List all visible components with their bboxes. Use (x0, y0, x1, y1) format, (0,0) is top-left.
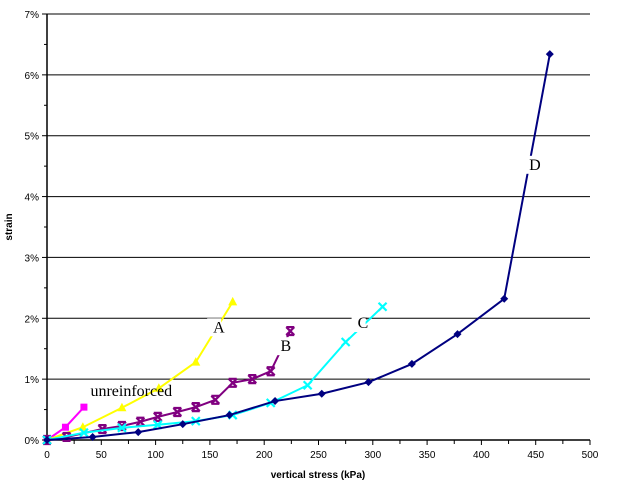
x-tick-label: 50 (96, 450, 108, 461)
data-point (61, 423, 69, 431)
y-tick-label: 7% (25, 10, 40, 21)
data-point (545, 50, 554, 59)
data-point (43, 436, 51, 444)
data-point (407, 359, 416, 368)
y-axis-label: strain (4, 213, 15, 240)
x-tick-label: 0 (44, 450, 50, 461)
y-tick-label: 6% (25, 71, 40, 82)
data-point (191, 357, 201, 366)
data-point (80, 403, 88, 411)
x-tick-label: 400 (473, 450, 490, 461)
y-tick-label: 4% (25, 193, 40, 204)
data-point (225, 411, 234, 420)
data-point (210, 394, 221, 405)
annotation-bg (351, 314, 366, 333)
x-tick-label: 500 (582, 450, 599, 461)
data-point (117, 402, 127, 412)
y-tick-label: 3% (25, 253, 40, 264)
gridlines (47, 13, 590, 380)
data-point (285, 325, 296, 337)
data-point (302, 380, 313, 391)
annotation-label: B (280, 338, 291, 355)
annotation-label: C (358, 315, 369, 332)
data-point (377, 301, 388, 312)
x-tick-label: 450 (527, 450, 544, 461)
annotation-bg (207, 318, 222, 337)
data-point (117, 420, 127, 432)
annotation-bg (523, 155, 538, 174)
annotation-bg (274, 337, 289, 356)
data-point (271, 397, 280, 406)
data-point (154, 383, 164, 392)
x-tick-label: 150 (202, 450, 219, 461)
data-point (97, 423, 108, 435)
x-axis-label: vertical stress (kPa) (271, 470, 366, 481)
data-point (453, 330, 462, 339)
data-point (247, 374, 258, 385)
data-point (227, 377, 238, 388)
axes (42, 13, 591, 445)
data-point (88, 432, 97, 441)
data-point (172, 406, 183, 418)
data-point (135, 416, 146, 427)
x-tick-label: 200 (256, 450, 273, 461)
x-tick-label: 350 (419, 450, 436, 461)
data-point (317, 389, 326, 398)
data-point (340, 337, 351, 347)
x-tick-label: 250 (310, 450, 327, 461)
series-d (43, 50, 554, 444)
data-point (178, 420, 187, 429)
data-point (134, 428, 143, 437)
labels: 0% 1% 2% 3% 4% 5% 6% 7% 0 50 100 150 200 250 300 350 400… (25, 10, 599, 461)
annotation-label: D (529, 157, 541, 174)
series-line (46, 301, 234, 441)
annotation-label: unreinforced (90, 383, 172, 400)
series-line (46, 53, 551, 441)
y-tick-label: 0% (25, 436, 40, 447)
data-point (500, 294, 509, 303)
data-point (265, 366, 276, 377)
data-point (364, 378, 373, 387)
data-point (152, 411, 163, 422)
data-point (79, 427, 89, 438)
series-group (42, 50, 554, 446)
data-point (191, 402, 201, 413)
annotation-label: A (213, 319, 225, 336)
y-tick-label: 1% (25, 375, 40, 386)
x-tick-label: 300 (364, 450, 381, 461)
x-tick-label: 100 (147, 450, 164, 461)
data-point (228, 296, 238, 306)
y-tick-label: 5% (25, 132, 40, 143)
data-point (117, 423, 127, 433)
y-tick-label: 2% (25, 314, 40, 325)
